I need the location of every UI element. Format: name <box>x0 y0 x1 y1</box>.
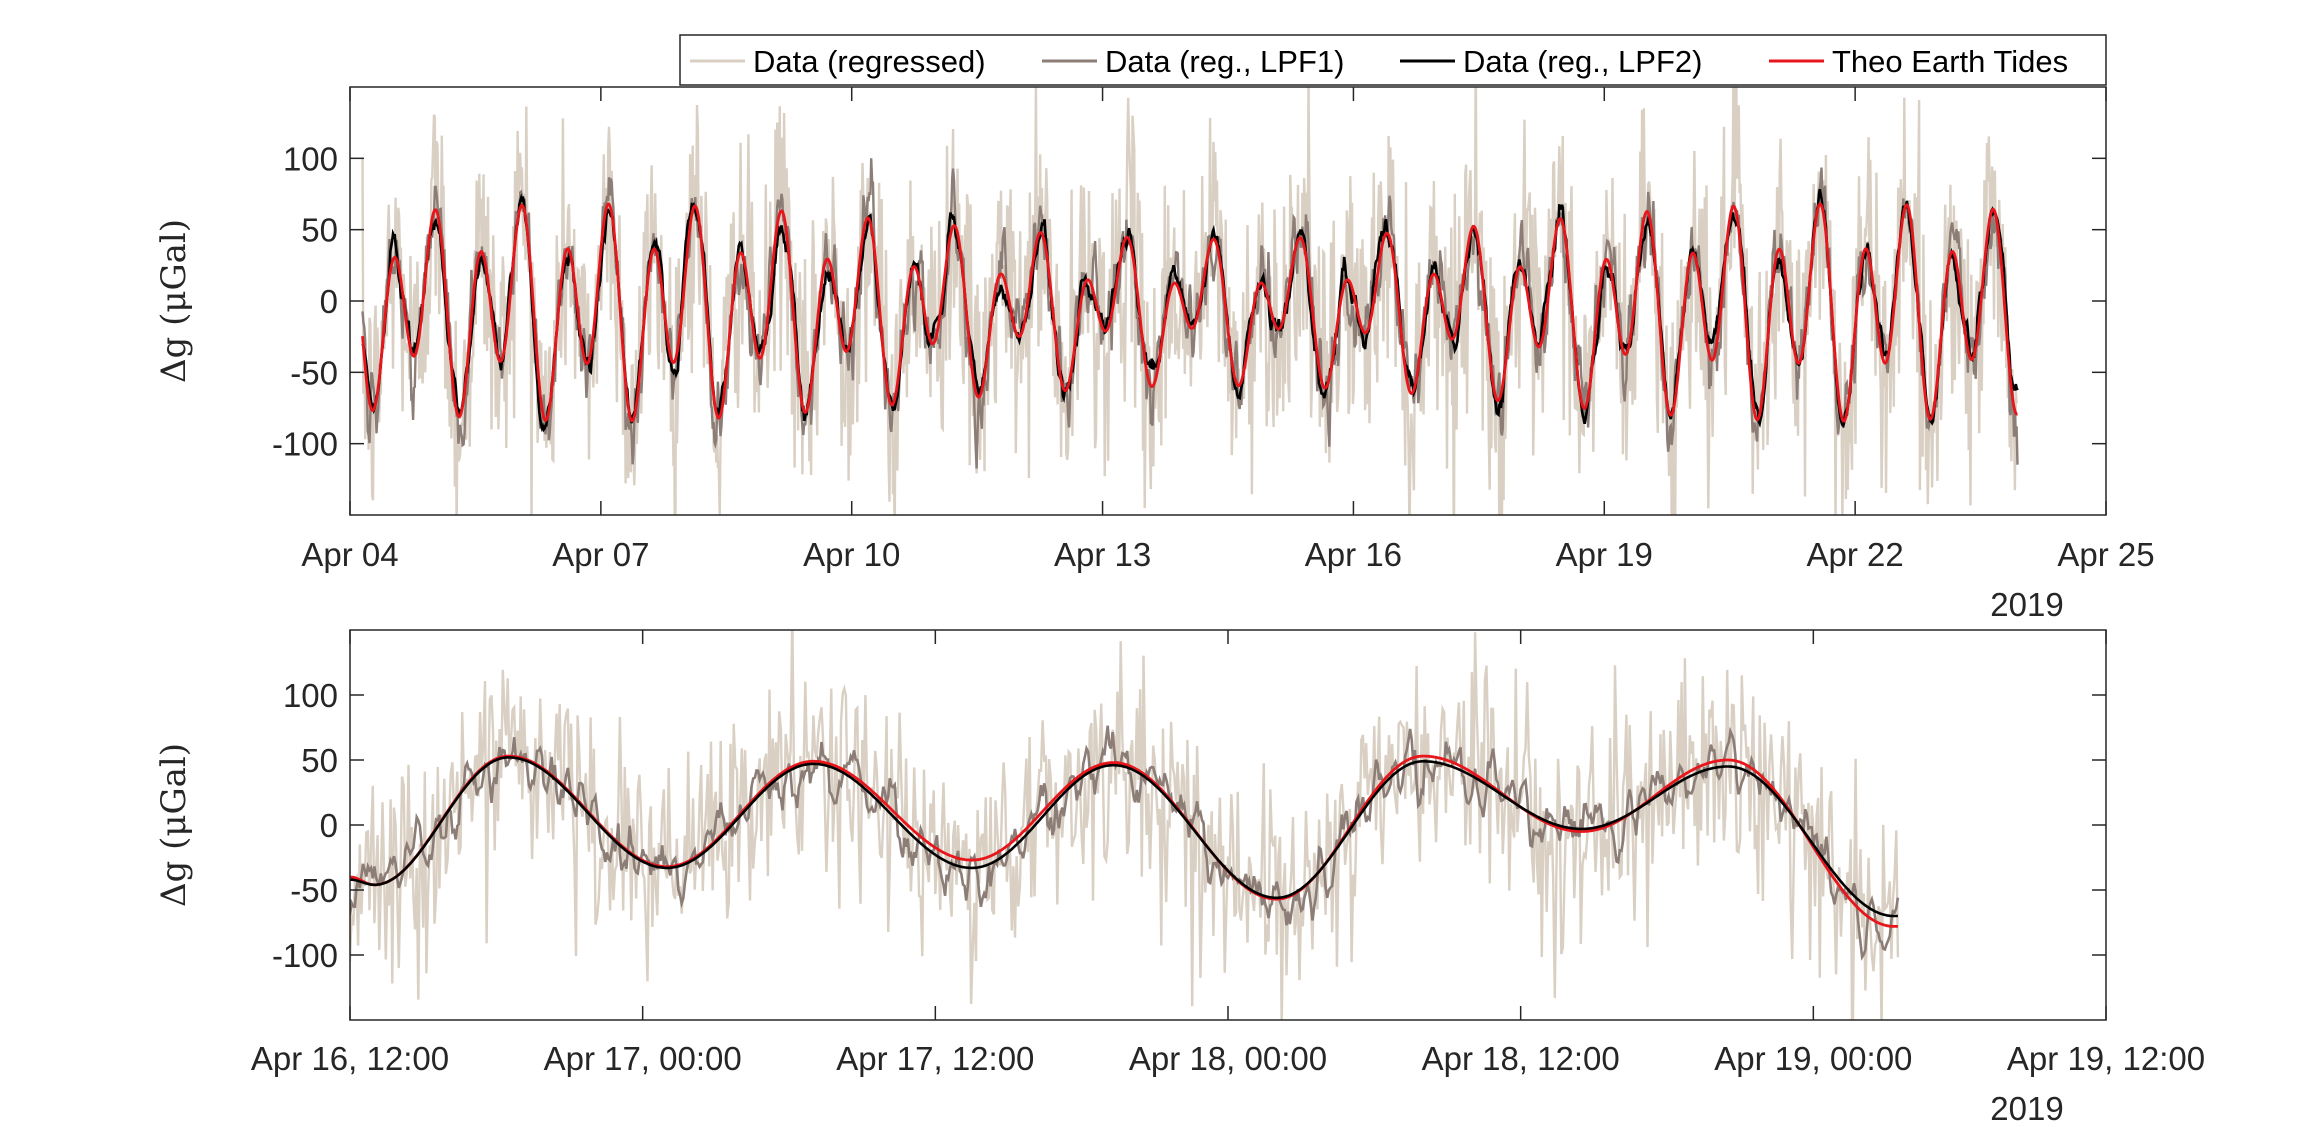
y-tick-label-top: 50 <box>301 212 338 249</box>
x-tick-label-top: Apr 13 <box>1054 536 1151 573</box>
series-theo-top <box>361 202 2018 423</box>
series-lpf2-bottom <box>350 756 1898 918</box>
x-axis-year-bottom: 2019 <box>1990 1090 2063 1127</box>
x-axis-year-top: 2019 <box>1990 586 2063 623</box>
legend-box <box>679 34 2107 86</box>
x-tick-label-bottom: Apr 19, 12:00 <box>2007 1040 2205 1077</box>
y-tick-label-top: 100 <box>283 140 338 177</box>
x-tick-label-bottom: Apr 17, 00:00 <box>544 1040 742 1077</box>
y-tick-label-top: -100 <box>272 426 338 463</box>
x-tick-label-top: Apr 04 <box>301 536 398 573</box>
x-tick-label-bottom: Apr 16, 12:00 <box>251 1040 449 1077</box>
y-tick-label-top: -50 <box>290 354 338 391</box>
x-tick-label-bottom: Apr 17, 12:00 <box>836 1040 1034 1077</box>
x-tick-label-top: Apr 16 <box>1305 536 1402 573</box>
x-tick-label-bottom: Apr 18, 12:00 <box>1422 1040 1620 1077</box>
ticks-top: -100 -50 0 50 100 Apr 04 Apr 07 Apr 10 Apr 13 Apr… <box>272 87 2155 573</box>
series-group-bottom <box>350 630 1900 1020</box>
series-group-top <box>361 87 2019 515</box>
legend-label-theo: Theo Earth Tides <box>1832 44 2068 79</box>
legend-label-lpf1: Data (reg., LPF1) <box>1105 44 1344 79</box>
y-axis-label-bottom: Δg (μGal) <box>154 743 194 907</box>
legend: Data (regressed) Data (reg., LPF1) Data … <box>679 34 2107 86</box>
y-tick-label-top: 0 <box>320 283 338 320</box>
x-tick-label-bottom: Apr 19, 00:00 <box>1714 1040 1912 1077</box>
x-tick-label-top: Apr 22 <box>1807 536 1904 573</box>
y-tick-label-bottom: 50 <box>301 742 338 779</box>
legend-label-regressed: Data (regressed) <box>753 44 986 79</box>
axes-box-bottom <box>349 629 2107 1021</box>
y-tick-label-bottom: -50 <box>290 872 338 909</box>
x-tick-label-top: Apr 07 <box>552 536 649 573</box>
y-axis-label-top: Δg (μGal) <box>154 219 194 383</box>
x-tick-label-top: Apr 10 <box>803 536 900 573</box>
y-tick-label-bottom: -100 <box>272 937 338 974</box>
ticks-bottom: -100 -50 0 50 100 Apr 16, 12:00 Apr 17, 00:00 A… <box>251 630 2205 1077</box>
plot-area-bottom <box>350 630 2106 1020</box>
y-tick-label-bottom: 100 <box>283 677 338 714</box>
y-tick-label-bottom: 0 <box>320 807 338 844</box>
x-tick-label-bottom: Apr 18, 00:00 <box>1129 1040 1327 1077</box>
axes-box-top <box>349 86 2107 516</box>
legend-label-lpf2: Data (reg., LPF2) <box>1463 44 1702 79</box>
chart-bottom: -100 -50 0 50 100 Apr 16, 12:00 Apr 17, 00:00 A… <box>154 629 2205 1127</box>
x-tick-label-top: Apr 25 <box>2057 536 2154 573</box>
x-tick-label-top: Apr 19 <box>1556 536 1653 573</box>
chart-top: -100 -50 0 50 100 Apr 04 Apr 07 Apr 10 Apr 13 Apr… <box>154 86 2155 623</box>
series-lpf1-bottom <box>350 725 1900 961</box>
